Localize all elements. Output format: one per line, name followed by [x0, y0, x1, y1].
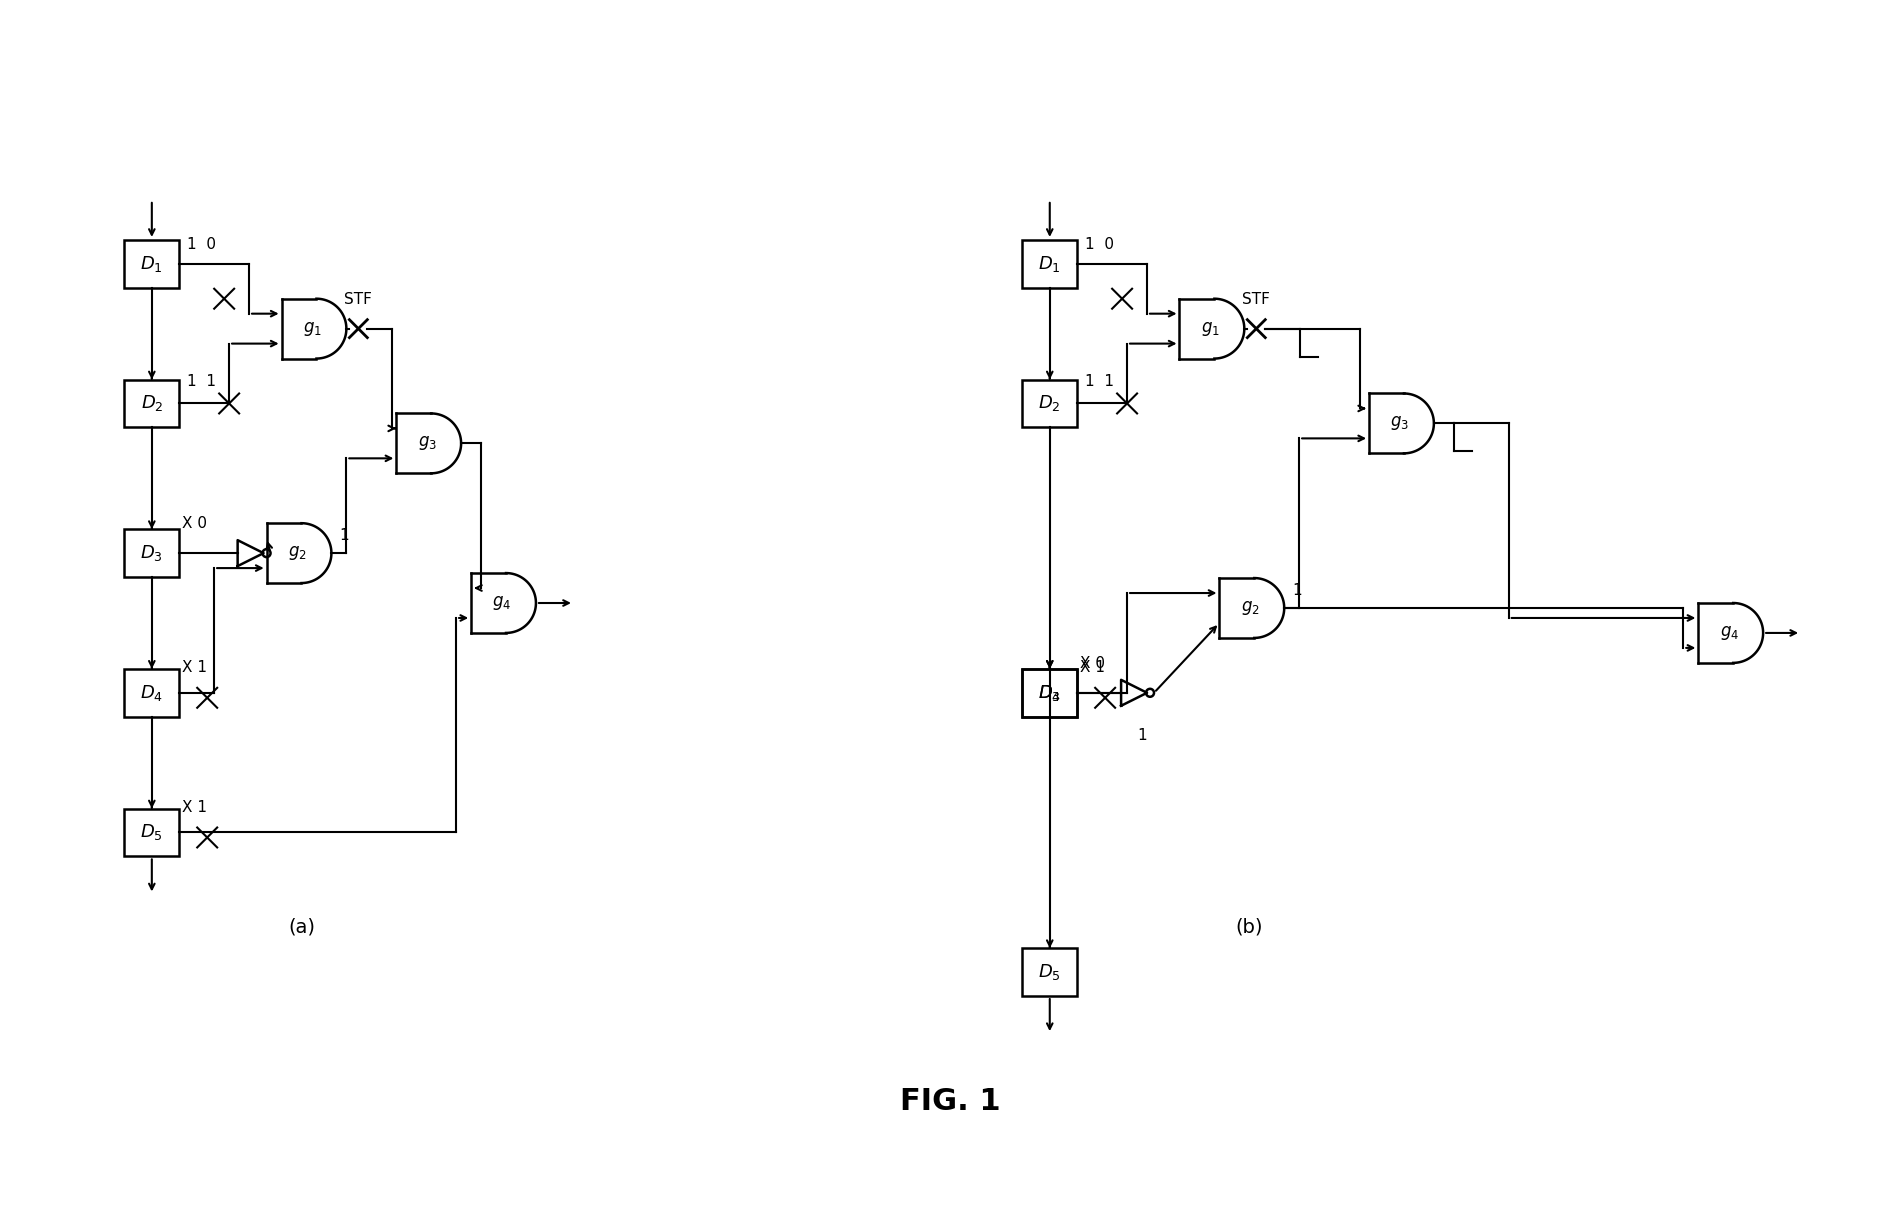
Text: 1  1: 1 1: [187, 374, 216, 388]
Text: $g_{2}$: $g_{2}$: [1242, 599, 1259, 617]
Bar: [125, 809, 180, 856]
Text: $g_{2}$: $g_{2}$: [288, 545, 307, 562]
Bar: [1022, 668, 1077, 717]
Text: X 0: X 0: [182, 517, 206, 531]
Text: 1: 1: [1138, 728, 1147, 742]
Text: $g_{4}$: $g_{4}$: [492, 594, 511, 613]
Text: X 1: X 1: [182, 660, 206, 674]
Text: 1: 1: [339, 528, 348, 543]
Text: 1: 1: [1293, 583, 1302, 598]
Text: 1  1: 1 1: [1085, 374, 1115, 388]
Text: $D_{3}$: $D_{3}$: [140, 543, 163, 563]
Bar: [1022, 949, 1077, 996]
Bar: [125, 380, 180, 427]
Text: 1  0: 1 0: [187, 237, 216, 252]
Text: $D_{2}$: $D_{2}$: [140, 393, 163, 414]
Text: $D_{1}$: $D_{1}$: [140, 254, 163, 274]
Text: $D_{1}$: $D_{1}$: [1039, 254, 1062, 274]
Text: $D_{4}$: $D_{4}$: [1037, 683, 1062, 702]
Bar: [1022, 668, 1077, 717]
Text: STF: STF: [1242, 291, 1270, 307]
Text: $g_{1}$: $g_{1}$: [1200, 320, 1219, 337]
Text: $D_{3}$: $D_{3}$: [1039, 683, 1062, 702]
Text: 1  0: 1 0: [1085, 237, 1115, 252]
Text: FIG. 1: FIG. 1: [899, 1087, 1000, 1116]
Text: $D_{5}$: $D_{5}$: [140, 822, 163, 843]
Text: $D_{2}$: $D_{2}$: [1039, 393, 1062, 414]
Text: $D_{4}$: $D_{4}$: [140, 683, 163, 702]
Bar: [125, 240, 180, 287]
Bar: [125, 529, 180, 577]
Text: X 1: X 1: [1081, 660, 1106, 674]
Bar: [1022, 240, 1077, 287]
Text: $D_{5}$: $D_{5}$: [1039, 962, 1062, 983]
Text: STF: STF: [345, 291, 373, 307]
Bar: [125, 668, 180, 717]
Text: $g_{3}$: $g_{3}$: [418, 434, 437, 452]
Text: (a): (a): [288, 918, 314, 936]
Text: $g_{4}$: $g_{4}$: [1719, 623, 1740, 642]
Text: $g_{1}$: $g_{1}$: [303, 320, 322, 337]
Bar: [1022, 380, 1077, 427]
Text: X 1: X 1: [182, 799, 206, 814]
Text: X 0: X 0: [1081, 656, 1106, 671]
Text: (b): (b): [1236, 918, 1263, 936]
Text: $g_{3}$: $g_{3}$: [1391, 415, 1410, 432]
